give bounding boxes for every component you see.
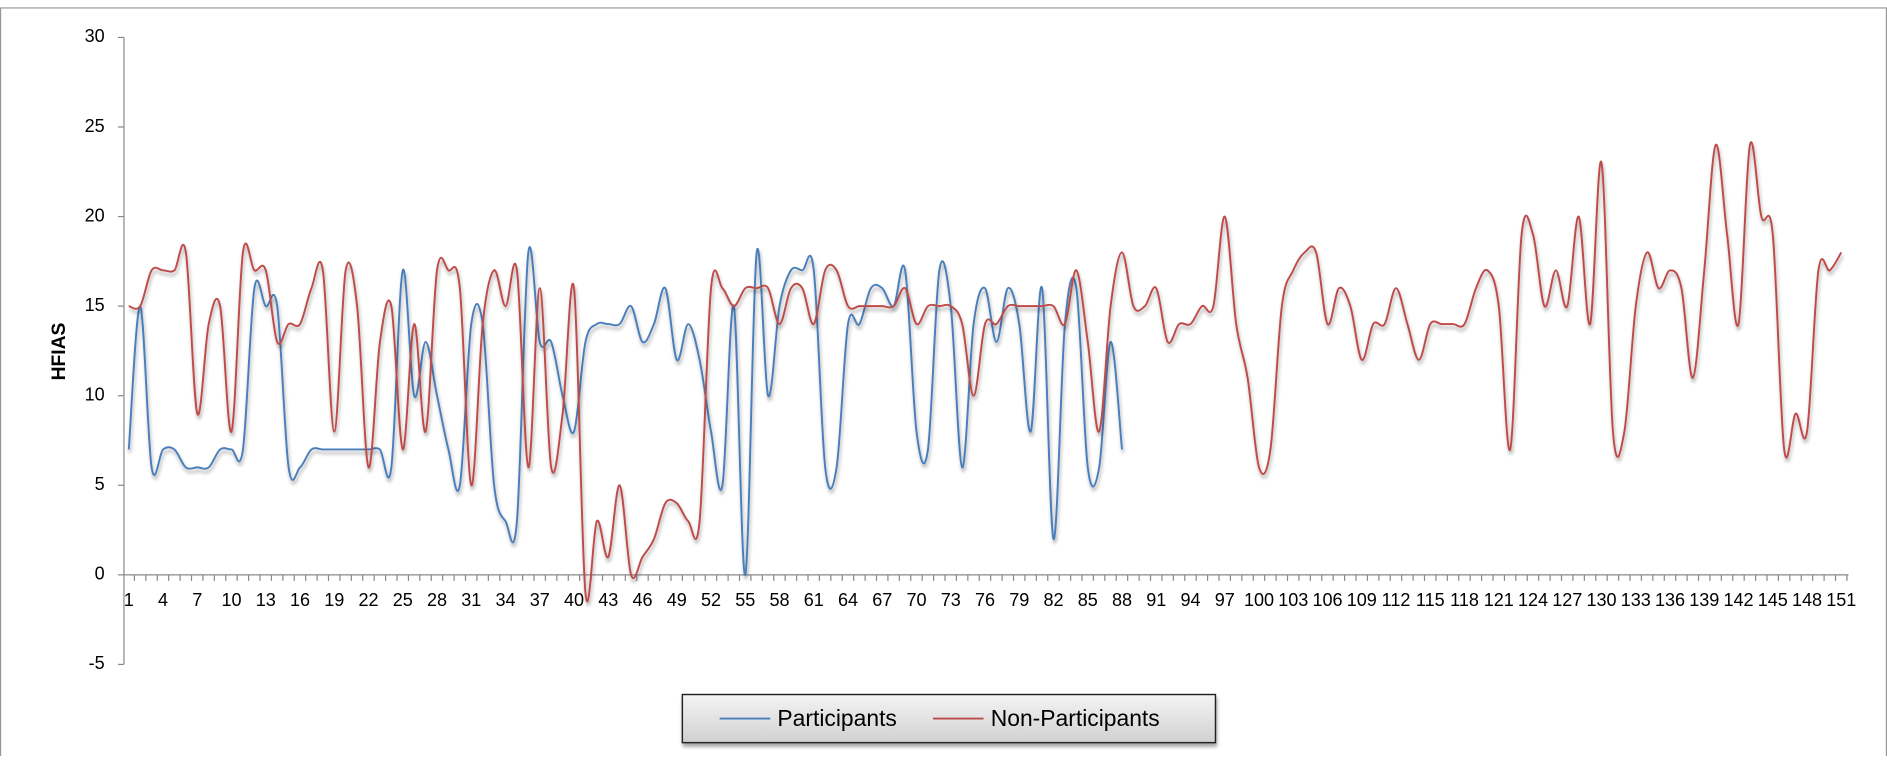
y-tick-label: 5 [95,474,105,494]
y-tick-label: 0 [95,564,105,584]
x-tick-label: 52 [701,590,721,610]
y-tick-label: 25 [85,116,105,136]
x-tick-label: 106 [1312,590,1342,610]
x-tick-label: 130 [1586,590,1616,610]
x-tick-label: 118 [1450,590,1479,610]
y-tick-label: 20 [85,205,105,225]
line-series [128,141,1843,603]
y-tick-label: 30 [85,26,105,46]
x-tick-label: 1 [124,590,134,610]
x-tick-label: 109 [1347,590,1377,610]
x-tick-label: 103 [1278,590,1308,610]
x-tick-label: 136 [1655,590,1685,610]
x-tick-label: 55 [735,590,755,610]
x-tick-label: 67 [872,590,892,610]
x-tick-label: 82 [1043,590,1063,610]
x-tick-label: 85 [1078,590,1098,610]
chart-border [0,7,1887,761]
x-tick-label: 94 [1180,590,1200,610]
x-tick-label: 121 [1484,590,1514,610]
x-tick-label: 31 [461,590,481,610]
y-tick-label: 10 [85,384,105,404]
x-tick-label: 25 [393,590,413,610]
x-tick-label: 10 [221,590,241,610]
x-tick-label: 145 [1758,590,1788,610]
x-tick-label: 70 [906,590,926,610]
x-tick-label: 88 [1112,590,1132,610]
x-tick-label: 124 [1518,590,1548,610]
x-tick-label: 7 [192,590,202,610]
x-tick-label: 40 [564,590,584,610]
legend: Participants Non-Participants [681,693,1217,744]
x-tick-label: 79 [1009,590,1029,610]
x-tick-label: 97 [1215,590,1235,610]
x-tick-label: 76 [975,590,995,610]
legend-label: Participants [777,705,896,731]
x-tick-label: 139 [1689,590,1719,610]
x-tick-label: 46 [632,590,652,610]
y-tick-label: -5 [89,653,105,673]
x-tick-label: 28 [427,590,447,610]
x-tick-label: 133 [1621,590,1651,610]
x-tick-label: 91 [1146,590,1166,610]
x-tick-label: 13 [256,590,276,610]
x-tick-label: 58 [769,590,789,610]
x-tick-label: 148 [1792,590,1822,610]
x-tick-label: 43 [598,590,618,610]
x-tick-label: 22 [358,590,378,610]
x-tick-label: 34 [495,590,515,610]
x-tick-label: 127 [1552,590,1582,610]
x-tick-label: 142 [1723,590,1753,610]
x-tick-label: 115 [1416,590,1445,610]
x-tick-label: 37 [530,590,550,610]
x-tick-label: 73 [941,590,961,610]
x-tick-label: 4 [158,590,168,610]
x-tick-label: 16 [290,590,310,610]
x-tick-label: 49 [667,590,687,610]
x-tick-label: 112 [1382,590,1411,610]
legend-label: Non-Participants [991,705,1160,731]
x-tick-label: 19 [324,590,344,610]
x-tick-label: 151 [1826,590,1856,610]
x-tick-label: 61 [804,590,824,610]
x-tick-label: 100 [1244,590,1274,610]
y-tick-label: 15 [85,295,105,315]
y-axis-label: HFIAS [49,322,70,380]
x-tick-label: 64 [838,590,858,610]
